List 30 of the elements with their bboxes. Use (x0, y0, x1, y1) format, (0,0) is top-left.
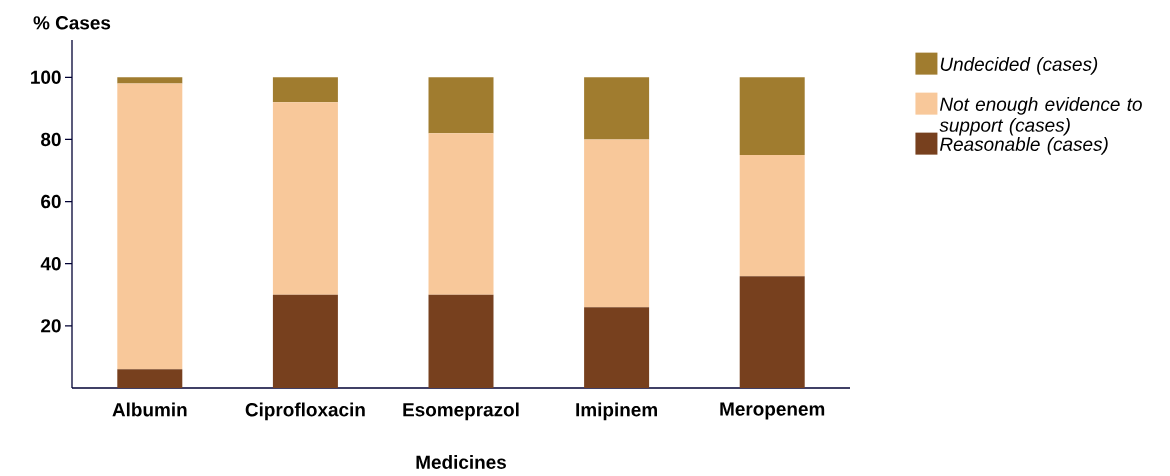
bar (272, 77, 338, 103)
bar (739, 276, 805, 388)
y-tick-label: 80 (41, 132, 61, 147)
bar (117, 369, 183, 388)
bar (584, 139, 650, 308)
bar (739, 154, 805, 277)
legend-label: Undecided (cases) (940, 57, 1098, 75)
bar (428, 77, 494, 134)
x-tick-label: Ciprofloxacin (245, 402, 365, 421)
x-tick-label: Imipinem (576, 402, 657, 421)
bar (272, 294, 338, 388)
bar (428, 294, 494, 388)
legend-label: Not enough evidence to support (cases) (939, 97, 1142, 136)
y-tick-label: 100 (31, 70, 61, 84)
x-tick-label: Meropenem (720, 402, 825, 420)
y-tick-label: 20 (41, 319, 61, 333)
bar (428, 133, 494, 295)
y-axis-title: % Cases (33, 16, 111, 30)
y-tick-label: 40 (40, 257, 61, 271)
bar (117, 77, 183, 84)
x-tick-label: Albumin (112, 402, 187, 417)
bar (584, 307, 650, 388)
bar (117, 83, 183, 370)
x-axis-title: Medicines (416, 455, 506, 469)
x-tick-label: Esomeprazol (403, 402, 519, 421)
bar (272, 102, 338, 295)
bar (739, 77, 805, 155)
y-tick-label: 60 (41, 194, 61, 209)
legend-label: Reasonable (cases) (940, 137, 1108, 155)
bar (584, 77, 650, 140)
